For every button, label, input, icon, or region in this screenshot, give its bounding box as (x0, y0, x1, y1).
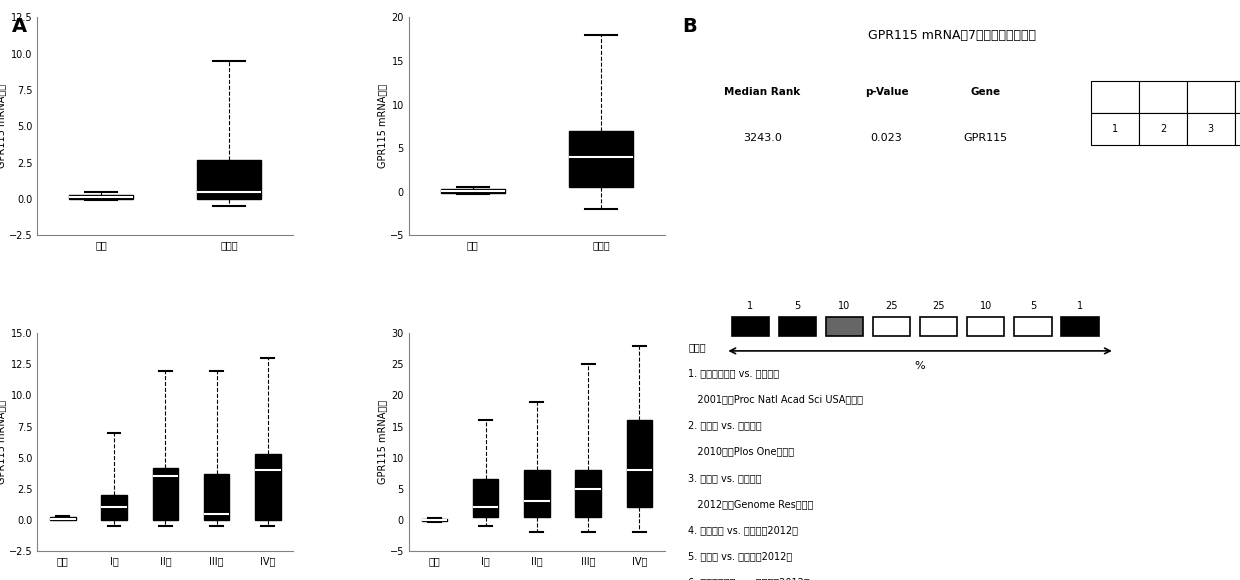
Text: 3: 3 (1208, 124, 1214, 134)
Text: Gene: Gene (971, 87, 1001, 97)
Text: 2010年《Plos One》杂志: 2010年《Plos One》杂志 (688, 447, 795, 456)
Text: B: B (682, 17, 697, 37)
Text: A: A (12, 17, 27, 37)
Text: 0.023: 0.023 (870, 133, 903, 143)
Text: 10: 10 (838, 302, 851, 311)
Text: GPR115 mRNA在7队列中的差异比较: GPR115 mRNA在7队列中的差异比较 (868, 29, 1035, 42)
Text: 2001年《Proc Natl Acad Sci USA》杂志: 2001年《Proc Natl Acad Sci USA》杂志 (688, 394, 863, 404)
Text: 5: 5 (1029, 302, 1037, 311)
Text: 1: 1 (748, 302, 753, 311)
Text: 2: 2 (1159, 124, 1166, 134)
PathPatch shape (197, 160, 262, 199)
PathPatch shape (102, 495, 126, 520)
PathPatch shape (440, 189, 505, 193)
Text: p-Value: p-Value (864, 87, 909, 97)
PathPatch shape (575, 470, 601, 517)
Text: 6. 混合型肺腺癌 vs. 正常肺，2012年: 6. 混合型肺腺癌 vs. 正常肺，2012年 (688, 577, 810, 580)
Text: 5: 5 (794, 302, 801, 311)
PathPatch shape (525, 470, 549, 517)
Text: 3. 肺腺癌 vs. 正常肺，: 3. 肺腺癌 vs. 正常肺， (688, 473, 761, 483)
Text: 25: 25 (885, 302, 898, 311)
Text: 1: 1 (1078, 302, 1083, 311)
Text: 5. 肺腺癌 vs. 正常肺，2012年: 5. 肺腺癌 vs. 正常肺，2012年 (688, 551, 792, 561)
Text: 2. 肺腺癌 vs. 正常肺，: 2. 肺腺癌 vs. 正常肺， (688, 420, 761, 430)
Y-axis label: GPR115 mRNA表达: GPR115 mRNA表达 (377, 400, 387, 484)
PathPatch shape (569, 130, 632, 187)
PathPatch shape (422, 519, 448, 520)
PathPatch shape (472, 480, 498, 517)
Text: 1: 1 (1112, 124, 1118, 134)
Y-axis label: GPR115 mRNA表达: GPR115 mRNA表达 (0, 84, 6, 168)
Text: GPR115: GPR115 (963, 133, 1008, 143)
PathPatch shape (153, 467, 179, 520)
Text: %: % (915, 361, 925, 371)
Text: 2012年《Genome Res》杂志: 2012年《Genome Res》杂志 (688, 499, 813, 509)
PathPatch shape (255, 454, 280, 520)
Text: 4. 肺肺泡癌 vs. 正常肺，2012年: 4. 肺肺泡癌 vs. 正常肺，2012年 (688, 525, 799, 535)
PathPatch shape (203, 474, 229, 520)
Y-axis label: GPR115 mRNA表达: GPR115 mRNA表达 (377, 84, 387, 168)
Text: Median Rank: Median Rank (724, 87, 801, 97)
Text: 10: 10 (980, 302, 992, 311)
PathPatch shape (69, 195, 133, 199)
Text: 3243.0: 3243.0 (743, 133, 782, 143)
Text: 图注：: 图注： (688, 342, 706, 352)
PathPatch shape (50, 517, 76, 520)
Y-axis label: GPR115 mRNA表达: GPR115 mRNA表达 (0, 400, 6, 484)
Text: 1. 肺鳞状细胞癌 vs. 正常肺，: 1. 肺鳞状细胞癌 vs. 正常肺， (688, 368, 779, 378)
Text: 25: 25 (932, 302, 945, 311)
PathPatch shape (626, 420, 652, 508)
